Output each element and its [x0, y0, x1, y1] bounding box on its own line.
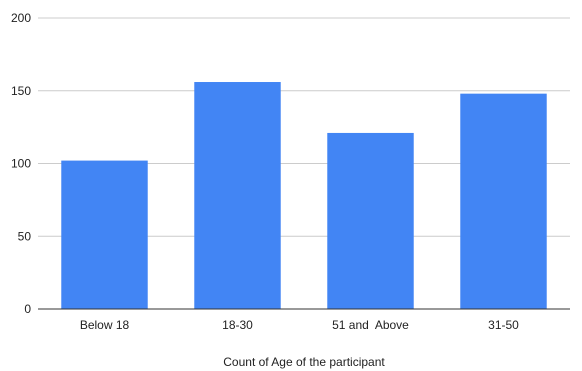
x-tick-label: 51 and Above	[332, 318, 409, 332]
x-tick-label: Below 18	[80, 318, 130, 332]
y-tick-label: 0	[24, 302, 31, 316]
x-tick-label: 31-50	[488, 318, 519, 332]
x-axis-tick-labels: Below 18 18-30 51 and Above 31-50	[80, 318, 519, 332]
x-tick-label: 18-30	[222, 318, 253, 332]
bar-2	[327, 132, 414, 309]
y-tick-label: 200	[11, 11, 31, 25]
x-axis-title: Count of Age of the participant	[223, 355, 385, 369]
y-tick-label: 100	[11, 157, 31, 171]
y-tick-label: 50	[18, 229, 32, 243]
y-axis-tick-labels: 0 50 100 150 200	[11, 11, 31, 316]
bar-0	[61, 160, 148, 309]
bars	[61, 82, 547, 310]
bar-3	[460, 93, 547, 309]
bar-1	[194, 82, 281, 310]
y-tick-label: 150	[11, 84, 31, 98]
